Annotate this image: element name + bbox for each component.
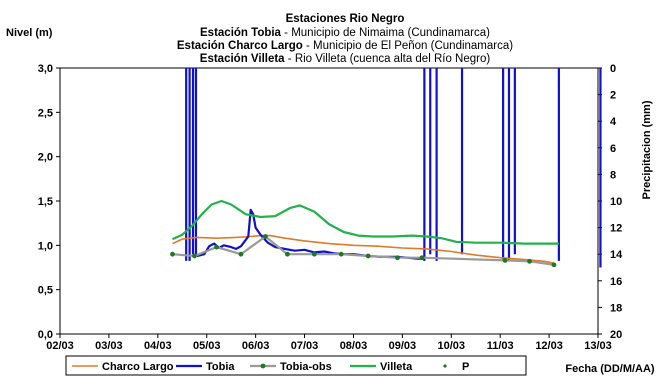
subtitle-station-3: Estación Villeta — [200, 53, 285, 65]
y2-tick-label: 6 — [610, 143, 616, 155]
y2-tick-label: 12 — [610, 223, 622, 235]
series-point-tobia-obs — [419, 255, 425, 261]
series-point-tobia-obs — [502, 258, 508, 263]
series-point-tobia-obs — [365, 253, 371, 259]
legend-entries: Charco Largo Tobia Tobia-obs Villeta P — [72, 361, 469, 373]
series-line-charco-largo — [172, 234, 555, 264]
y2-tick-label: 16 — [610, 276, 622, 288]
x-tick-label: 05/03 — [193, 340, 221, 352]
x-tick-label: 12/03 — [535, 340, 563, 352]
series-point-tobia-obs — [238, 251, 244, 257]
subtitle-line-3: Estación Villeta - Rio Villeta (cuenca a… — [200, 53, 491, 65]
y2-tick-label: 18 — [610, 302, 622, 314]
series-point-tobia-obs — [285, 251, 290, 257]
x-tick-label: 04/03 — [144, 340, 172, 352]
series-point-tobia-obs — [192, 253, 197, 259]
y2-tick-label: 20 — [610, 329, 622, 341]
x-tick-label: 13/03 — [584, 340, 612, 352]
series-lines — [170, 199, 559, 268]
subtitle-detail-1: Municipio de Nimaima (Cundinamarca) — [291, 27, 490, 39]
precipitation-bars — [185, 68, 602, 268]
x-tick-label: 10/03 — [438, 340, 466, 352]
y2-tick-label: 10 — [610, 196, 622, 208]
legend-marker-tobia-obs — [260, 363, 266, 369]
legend-label-p: P — [462, 361, 469, 373]
x-tick-label: 06/03 — [242, 340, 270, 352]
y2-tick-label: 14 — [610, 249, 623, 261]
y-tick-label: 1,0 — [38, 240, 53, 252]
series-point-tobia-obs — [338, 251, 344, 257]
y2-axis-label: Precipitacion (mm) — [641, 100, 653, 199]
legend-label-charco-largo: Charco Largo — [102, 361, 174, 373]
y2-tick-label: 2 — [610, 90, 616, 102]
y2-tick-label: 8 — [610, 169, 616, 181]
x-tick-label: 03/03 — [95, 340, 123, 352]
plot-area — [59, 67, 599, 335]
y-tick-label: 2,5 — [38, 107, 53, 119]
series-point-tobia-obs — [263, 234, 268, 239]
y-tick-label: 0,5 — [38, 285, 53, 297]
subtitle-line-2: Estación Charco Largo - Municipio de El … — [177, 40, 513, 52]
series-line-villeta — [172, 199, 559, 245]
subtitle-detail-2: Municipio de El Peñon (Cundinamarca) — [313, 40, 513, 52]
legend-label-tobia-obs: Tobia-obs — [280, 361, 332, 373]
series-point-tobia-obs — [395, 255, 400, 261]
x-tick-label: 08/03 — [340, 340, 368, 352]
y-tick-label: 1,5 — [38, 196, 53, 208]
subtitle-sep-2: - — [303, 40, 313, 52]
subtitle-station-1: Estación Tobia — [200, 27, 282, 39]
subtitle-line-1: Estación Tobia - Municipio de Nimaima (C… — [200, 27, 490, 39]
y2-tick-label: 0 — [610, 63, 616, 75]
subtitle-sep-3: - — [285, 53, 295, 65]
x-tick-label: 09/03 — [389, 340, 417, 352]
series-point-tobia-obs — [311, 251, 317, 257]
y2-tick-label: 4 — [610, 116, 617, 128]
x-tick-label: 02/03 — [46, 340, 74, 352]
series-point-tobia-obs — [551, 262, 557, 268]
subtitle-sep-1: - — [281, 27, 291, 39]
legend-label-tobia: Tobia — [206, 361, 235, 373]
axes: 02/03 03/03 04/03 05/03 06/03 07/03 08/03 09/03… — [38, 63, 623, 352]
series-point-tobia-obs — [170, 251, 175, 257]
subtitle-detail-3: Rio Villeta (cuenca alta del Río Negro) — [295, 53, 491, 65]
series-point-tobia-obs — [214, 244, 219, 250]
x-tick-label: 07/03 — [291, 340, 319, 352]
y-tick-label: 2,0 — [38, 152, 53, 164]
y-tick-label: 0,0 — [38, 329, 53, 341]
legend-label-villeta: Villeta — [380, 361, 413, 373]
subtitle-station-2: Estación Charco Largo — [177, 40, 303, 52]
y-axis-label: Nivel (m) — [6, 27, 53, 39]
series-line-tobia-obs — [172, 235, 555, 266]
legend-marker-p — [443, 364, 447, 368]
series-point-tobia-obs — [527, 258, 532, 264]
x-axis-label: Fecha (DD/M/AA) — [565, 363, 655, 375]
y-tick-label: 3,0 — [38, 63, 53, 75]
legend — [65, 355, 527, 376]
x-tick-label: 11/03 — [487, 340, 514, 352]
chart-title: Estaciones Rio Negro — [286, 13, 405, 25]
